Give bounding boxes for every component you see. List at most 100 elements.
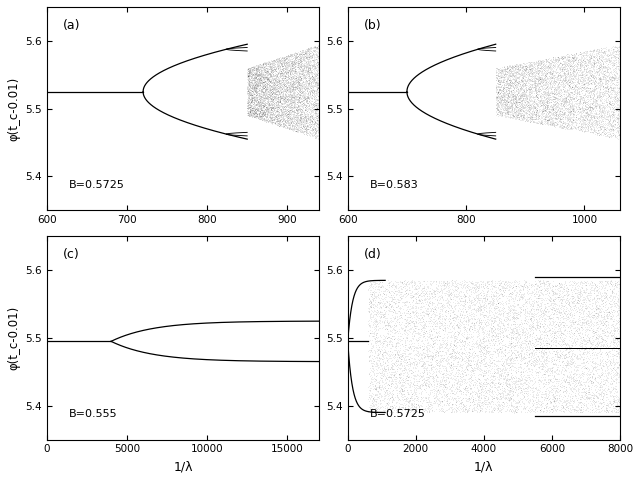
Point xyxy=(609,70,620,78)
Point xyxy=(541,395,552,402)
Point xyxy=(564,330,575,337)
Point xyxy=(372,309,382,317)
Point xyxy=(563,348,573,356)
Point xyxy=(391,360,401,367)
Point xyxy=(520,345,531,352)
Point xyxy=(534,386,544,394)
Point xyxy=(582,106,592,113)
Point xyxy=(510,383,520,390)
Point xyxy=(289,58,299,66)
Point xyxy=(551,100,561,108)
Point xyxy=(517,101,527,109)
Point xyxy=(401,383,412,390)
Point xyxy=(431,367,441,374)
Point xyxy=(522,113,532,121)
Point xyxy=(612,363,623,371)
Point xyxy=(432,373,442,381)
Point xyxy=(470,320,481,327)
Point xyxy=(506,77,516,85)
Point xyxy=(456,294,466,301)
Point xyxy=(272,87,282,95)
Point xyxy=(255,98,266,106)
Point xyxy=(611,283,621,291)
Point xyxy=(536,377,546,385)
Point xyxy=(248,101,259,108)
Point xyxy=(534,397,544,405)
Point xyxy=(609,110,620,118)
Point xyxy=(291,76,301,84)
Point xyxy=(495,105,506,113)
Point xyxy=(498,72,508,80)
Point xyxy=(310,78,320,86)
Point xyxy=(595,101,605,109)
Point xyxy=(593,318,603,325)
Point xyxy=(596,369,607,377)
Point xyxy=(271,93,281,101)
Point xyxy=(268,63,278,71)
Point xyxy=(602,355,612,362)
Point xyxy=(516,104,527,111)
Point xyxy=(532,281,543,289)
Point xyxy=(491,85,501,93)
Point xyxy=(385,323,396,331)
Point xyxy=(572,96,582,104)
Point xyxy=(468,403,479,411)
Point xyxy=(275,94,285,102)
Point xyxy=(419,295,429,303)
Point xyxy=(493,77,503,84)
Point xyxy=(589,398,600,406)
Point xyxy=(492,87,502,95)
Point xyxy=(540,115,550,122)
Point xyxy=(526,348,536,356)
Point xyxy=(525,107,536,114)
Point xyxy=(492,99,502,107)
Point xyxy=(512,399,522,407)
Point xyxy=(282,71,292,78)
Point xyxy=(502,96,512,104)
Point xyxy=(531,69,541,77)
Point xyxy=(520,117,530,125)
Point xyxy=(459,345,469,353)
Point xyxy=(499,73,509,81)
Point xyxy=(541,88,551,96)
Point xyxy=(504,94,514,101)
Point xyxy=(265,60,275,68)
Point xyxy=(373,399,383,407)
Point xyxy=(575,119,585,126)
Point xyxy=(517,332,527,339)
Point xyxy=(293,128,303,135)
Point xyxy=(591,326,601,334)
Point xyxy=(548,296,559,303)
Point xyxy=(281,72,291,80)
Point xyxy=(309,88,319,96)
Point xyxy=(407,329,417,337)
Point xyxy=(295,56,305,64)
Point xyxy=(595,333,605,340)
Point xyxy=(449,352,459,360)
Point xyxy=(268,95,278,103)
Point xyxy=(509,385,520,393)
Point xyxy=(524,83,534,91)
Point xyxy=(244,81,254,89)
Point xyxy=(583,78,593,86)
Point xyxy=(412,288,422,296)
Point xyxy=(283,69,293,76)
Point xyxy=(502,309,512,317)
Point xyxy=(413,296,423,304)
Point xyxy=(389,326,399,334)
Point xyxy=(443,332,453,339)
Point xyxy=(259,92,269,99)
Point xyxy=(577,83,587,91)
Point xyxy=(547,84,557,91)
Point xyxy=(258,83,268,91)
Point xyxy=(548,397,559,405)
Point xyxy=(538,363,548,371)
Point xyxy=(483,361,493,369)
Point xyxy=(244,77,254,85)
Point xyxy=(447,349,457,357)
Point xyxy=(449,404,459,411)
Point xyxy=(593,289,603,297)
Point xyxy=(439,400,449,408)
Point xyxy=(372,303,382,311)
Point xyxy=(371,311,381,318)
